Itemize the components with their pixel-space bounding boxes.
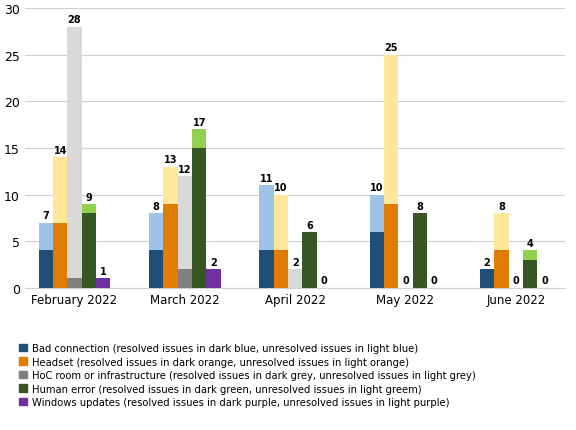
Bar [192,130,206,149]
Text: 1: 1 [100,267,107,276]
Bar [288,270,302,288]
Bar [302,232,317,288]
Bar [96,279,111,288]
Bar [67,279,82,288]
Text: 0: 0 [541,276,548,286]
Text: 9: 9 [85,192,92,202]
Text: 13: 13 [164,155,177,165]
Text: 7: 7 [43,211,49,221]
Text: 17: 17 [192,118,206,128]
Text: 0: 0 [513,276,519,286]
Bar [523,260,537,288]
Text: 4: 4 [526,239,533,249]
Bar [370,195,384,232]
Bar [177,177,192,270]
Text: 28: 28 [68,15,81,25]
Text: 0: 0 [431,276,438,286]
Bar [259,186,274,251]
Bar [494,251,509,288]
Bar [82,214,96,288]
Bar [53,158,67,223]
Bar [164,167,177,204]
Bar [370,232,384,288]
Bar [67,28,82,279]
Bar [39,223,53,251]
Bar [412,214,427,288]
Text: 12: 12 [178,164,192,174]
Bar [274,195,288,251]
Bar [39,251,53,288]
Bar [53,223,67,288]
Bar [206,270,221,288]
Bar [177,270,192,288]
Bar [384,204,398,288]
Text: 0: 0 [320,276,327,286]
Bar [149,214,164,251]
Bar [274,251,288,288]
Text: 0: 0 [402,276,409,286]
Text: 10: 10 [274,183,287,193]
Bar [149,251,164,288]
Text: 2: 2 [292,257,298,267]
Text: 14: 14 [54,146,67,156]
Bar [384,55,398,204]
Text: 10: 10 [370,183,384,193]
Text: 8: 8 [416,201,423,212]
Bar [480,270,494,288]
Bar [259,251,274,288]
Bar [494,214,509,251]
Legend: Bad connection (resolved issues in dark blue, unresolved issues in light blue), : Bad connection (resolved issues in dark … [19,343,476,407]
Text: 8: 8 [153,201,160,212]
Text: 6: 6 [306,220,313,230]
Text: 2: 2 [210,257,217,267]
Bar [164,204,177,288]
Bar [82,204,96,214]
Text: 11: 11 [260,174,273,184]
Text: 2: 2 [484,257,491,267]
Bar [523,251,537,260]
Text: 25: 25 [384,43,398,53]
Text: 8: 8 [498,201,505,212]
Bar [192,149,206,288]
